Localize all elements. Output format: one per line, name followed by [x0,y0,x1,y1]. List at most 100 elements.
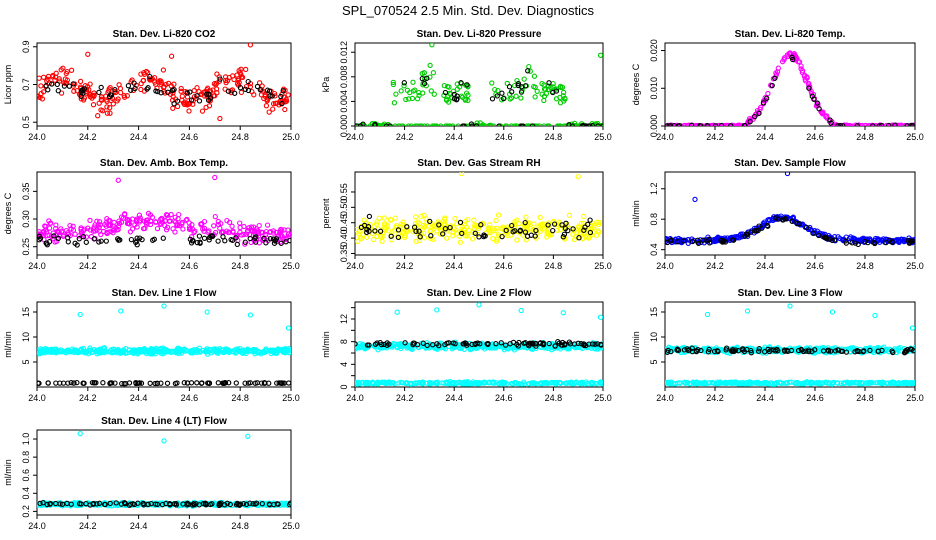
data-point [494,225,500,232]
data-point [469,236,476,242]
data-point [539,91,545,97]
x-tick-label: 24.8 [231,132,249,142]
data-point [201,228,207,234]
y-axis-label: Licor ppm [3,65,13,105]
data-point [823,114,829,120]
data-point [184,216,190,223]
data-point [587,229,594,236]
data-point [502,380,508,386]
data-point [481,232,487,238]
data-point [450,88,457,94]
y-tick-label: 0.25 [21,238,31,256]
data-point [272,93,278,99]
data-point [83,234,90,240]
plot-frame [36,429,292,516]
data-point [549,347,555,353]
data-point [158,81,164,88]
data-point [686,347,692,353]
data-point [90,102,97,108]
x-tick-label: 25.0 [282,261,300,271]
data-point [414,342,421,348]
data-point [51,233,57,239]
data-point [756,346,762,352]
data-point [138,80,144,87]
data-point [462,218,469,225]
data-point [909,325,915,331]
data-point [47,500,54,507]
data-point [837,122,843,126]
plot-frame [664,42,916,127]
data-point [575,173,581,180]
data-point [544,234,550,240]
data-point [217,501,223,507]
data-point [205,380,211,386]
data-point [160,348,167,354]
data-point [742,380,749,386]
data-point [252,380,258,386]
data-point [442,226,449,232]
data-point [403,380,409,386]
data-point [526,343,532,349]
data-point [814,100,820,106]
data-point [700,380,706,386]
data-point [532,84,538,90]
data-point [154,225,161,232]
data-point [796,221,802,227]
data-point [465,83,471,89]
data-point [389,237,395,243]
data-point [247,312,254,318]
data-point [121,381,127,387]
data-point [427,62,433,69]
data-point [121,92,127,99]
data-point [489,345,495,351]
data-point [450,232,456,239]
data-point [531,123,538,126]
data-point [565,227,571,234]
data-point [705,349,712,355]
y-tick-label: 0.55 [339,183,349,201]
data-point [222,346,229,352]
data-point [254,380,260,386]
data-point [116,218,122,224]
data-point [747,119,753,125]
points-layer [665,303,915,387]
data-point [581,341,587,347]
data-point [598,342,603,348]
data-point [665,239,671,246]
data-point [772,75,778,81]
data-point [764,95,770,101]
data-point [723,347,729,353]
data-point [370,236,377,243]
x-tick-label: 24.4 [445,261,463,271]
data-point [233,380,239,386]
data-point [704,311,711,318]
data-point [65,380,71,386]
data-point [169,87,176,93]
data-point [398,88,404,94]
data-point [285,325,291,331]
data-point [388,233,394,239]
x-tick-label: 25.0 [594,261,612,271]
data-point [53,380,59,386]
data-point [141,70,147,76]
data-point [581,227,587,233]
data-point [517,228,523,234]
x-tick-label: 24.6 [495,261,513,271]
data-point [396,342,402,348]
data-point [710,122,716,126]
x-tick-label: 24.4 [445,132,463,142]
data-point [181,380,187,386]
data-point [543,380,549,386]
data-point [364,229,370,236]
data-point [816,106,822,112]
data-point [269,93,275,99]
data-point [448,94,455,101]
data-point [595,123,601,126]
data-point [437,231,444,237]
data-point [286,380,291,386]
data-point [720,238,727,244]
x-tick-label: 24.2 [79,261,97,271]
data-point [58,226,64,232]
